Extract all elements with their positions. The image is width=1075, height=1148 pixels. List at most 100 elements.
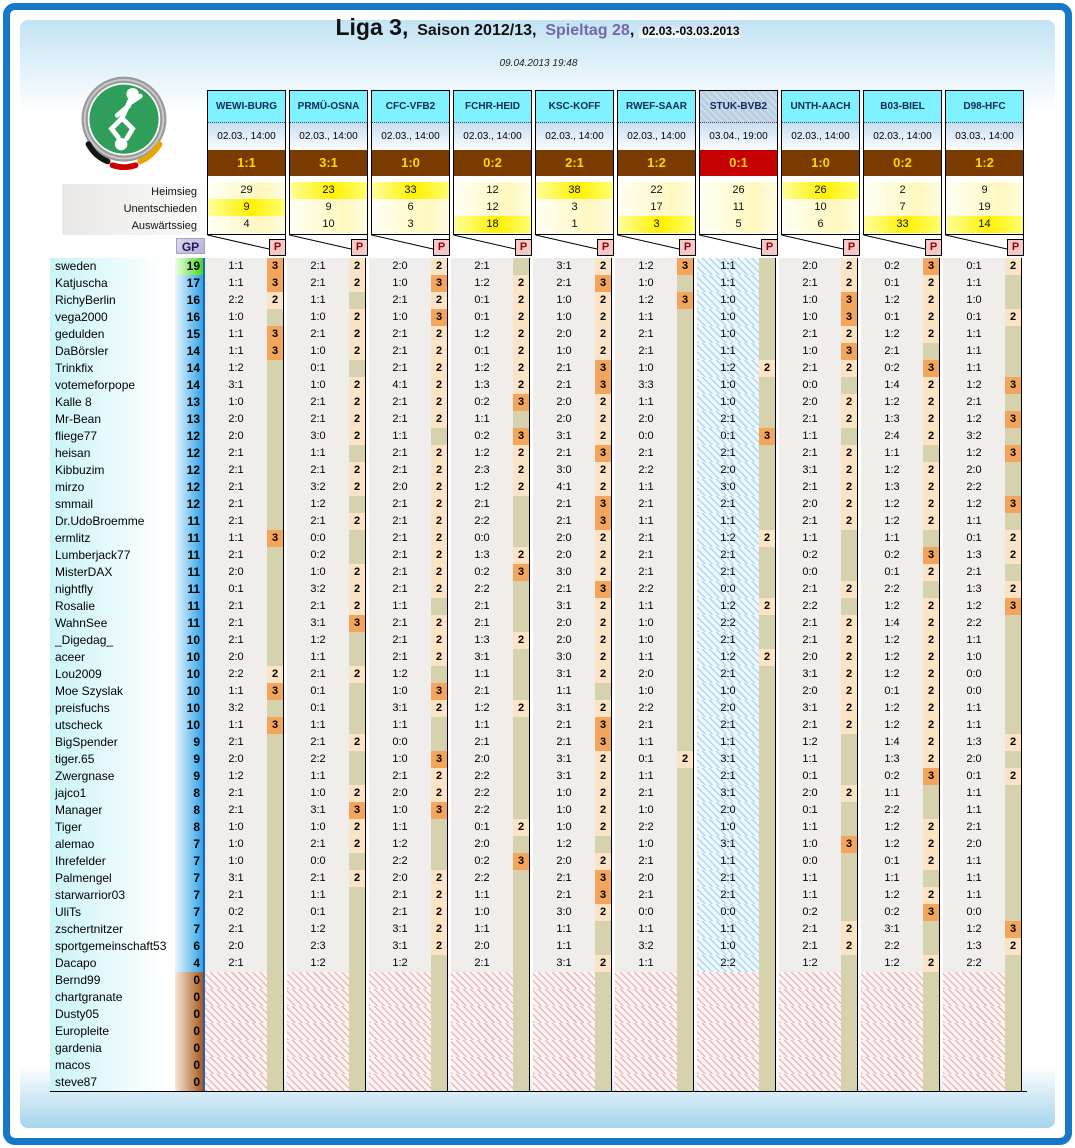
tip-points: 2 — [431, 530, 447, 547]
tip-points — [349, 530, 365, 547]
player-row: Rosalie 11 2:1 2:1 2 1:1 2:1 3:1 2 1:1 1:2 2 2:2 1:2 2… — [50, 598, 1028, 615]
tip-points: 2 — [513, 326, 529, 343]
tip-cell: 0:0 — [779, 853, 841, 870]
tip-cell: 2:0 — [533, 394, 595, 411]
tip-cell: 1:1 — [943, 326, 1005, 343]
tip-points — [759, 955, 775, 972]
tip-points — [349, 751, 365, 768]
column-separator — [283, 649, 284, 666]
tip-points — [759, 887, 775, 904]
tip-points: 2 — [1005, 581, 1021, 598]
column-separator — [775, 819, 776, 836]
points-column-header: P — [597, 239, 614, 256]
tip-cell: 1:1 — [779, 887, 841, 904]
tip-points — [677, 870, 693, 887]
tip-points-empty — [431, 1023, 447, 1040]
tip-points — [677, 530, 693, 547]
tip-cell-empty — [369, 1040, 431, 1057]
tip-points: 2 — [923, 309, 939, 326]
column-separator — [1021, 1057, 1022, 1074]
tip-cell-empty — [533, 1023, 595, 1040]
tip-cell: 2:1 — [533, 377, 595, 394]
column-separator — [693, 904, 694, 921]
tip-points — [1005, 785, 1021, 802]
tip-points: 2 — [841, 360, 857, 377]
column-separator — [775, 615, 776, 632]
column-separator — [939, 683, 940, 700]
tip-points — [677, 768, 693, 785]
tip-cell: 2:1 — [369, 360, 431, 377]
column-separator — [1021, 1006, 1022, 1023]
tip-cell: 2:1 — [205, 445, 267, 462]
points-column-header: P — [1007, 239, 1024, 256]
column-separator — [1021, 700, 1022, 717]
column-separator — [857, 632, 858, 649]
tip-cell: 2:0 — [205, 649, 267, 666]
tip-cell: 1:1 — [369, 428, 431, 445]
column-separator — [611, 921, 612, 938]
tip-cell: 1:0 — [533, 785, 595, 802]
tip-points-empty — [841, 1074, 857, 1091]
tip-points: 3 — [595, 513, 611, 530]
tip-cell-empty — [205, 972, 267, 989]
column-separator — [693, 564, 694, 581]
column-gap — [1022, 462, 1025, 479]
tip-cell: 2:0 — [205, 751, 267, 768]
player-gp: 11 — [175, 615, 205, 632]
column-separator — [283, 887, 284, 904]
column-separator — [611, 496, 612, 513]
tip-points — [513, 768, 529, 785]
tip-cell: 2:0 — [615, 870, 677, 887]
tip-cell: 1:1 — [697, 734, 759, 751]
player-gp: 12 — [175, 462, 205, 479]
column-separator — [1021, 309, 1022, 326]
match-kickoff: 02.03., 14:00 — [536, 123, 613, 150]
column-separator — [1021, 870, 1022, 887]
column-gap — [1022, 1006, 1025, 1023]
tip-cell: 2:1 — [369, 615, 431, 632]
match-teams: B03-BIEL — [864, 91, 941, 123]
tip-cell: 2:1 — [205, 785, 267, 802]
tip-points — [1005, 683, 1021, 700]
tip-points — [677, 615, 693, 632]
tip-cell: 0:1 — [943, 258, 1005, 275]
player-gp: 9 — [175, 734, 205, 751]
tip-cell: 2:1 — [615, 853, 677, 870]
column-separator — [775, 394, 776, 411]
player-gp: 8 — [175, 819, 205, 836]
tip-points-empty — [267, 1057, 283, 1074]
column-separator — [283, 394, 284, 411]
tip-cell-empty — [287, 1057, 349, 1074]
tip-cell-empty — [369, 1023, 431, 1040]
column-separator — [529, 530, 530, 547]
tip-cell: 2:1 — [533, 717, 595, 734]
tip-cell: 0:0 — [369, 734, 431, 751]
tip-cell: 2:1 — [533, 513, 595, 530]
match-tab: STUK-BVB2 03.04., 19:00 0:1 26 11 5 — [699, 90, 778, 235]
tip-cell: 0:1 — [287, 683, 349, 700]
tip-cell: 2:1 — [533, 887, 595, 904]
column-separator — [365, 802, 366, 819]
tab-spacer — [290, 176, 367, 182]
column-separator — [939, 1057, 940, 1074]
tip-cell: 0:0 — [287, 853, 349, 870]
column-separator — [611, 649, 612, 666]
tip-cell: 0:1 — [779, 768, 841, 785]
points-column-header: P — [269, 239, 286, 256]
column-separator — [775, 258, 776, 275]
column-separator — [283, 972, 284, 989]
tip-cell-empty — [697, 1023, 759, 1040]
tip-cell: 1:0 — [697, 326, 759, 343]
tip-points: 2 — [923, 649, 939, 666]
column-separator — [365, 666, 366, 683]
column-separator — [611, 836, 612, 853]
stat-draw-count: 10 — [782, 199, 859, 216]
player-row: Zwergnase 9 1:2 1:1 2:1 2 2:2 3:1 2 1:1 2:1 0:1 0:2 3… — [50, 768, 1028, 785]
column-separator — [1021, 904, 1022, 921]
tip-cell-empty — [779, 1040, 841, 1057]
column-separator — [693, 530, 694, 547]
tip-cell: 2:0 — [943, 751, 1005, 768]
tip-cell: 1:1 — [615, 768, 677, 785]
tip-points-empty — [513, 972, 529, 989]
tip-cell-empty — [697, 972, 759, 989]
